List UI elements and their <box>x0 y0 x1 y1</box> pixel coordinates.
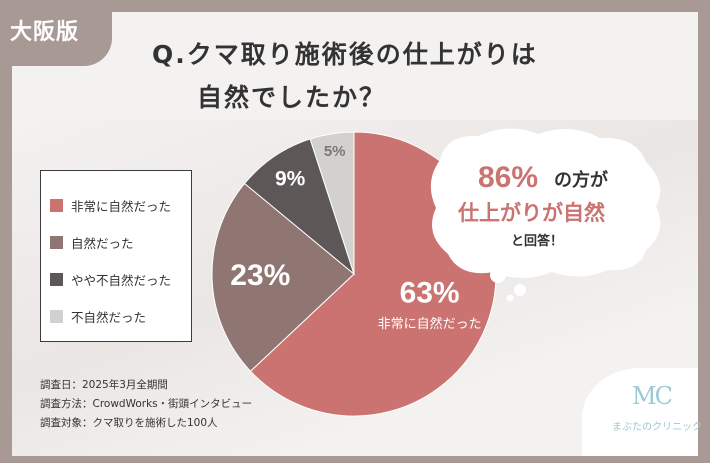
callout-bubble-shape <box>430 128 661 278</box>
callout-line3: と回答！ <box>511 233 563 249</box>
pie-slice <box>243 138 356 276</box>
pie-value-label: 5% <box>324 143 346 160</box>
legend-label: やや不自然だった <box>71 272 172 288</box>
survey-method: 調査方法：CrowdWorks・街頭インタビュー <box>40 398 253 410</box>
pie-slice <box>309 131 355 275</box>
clinic-logo: MC まぶたのクリニック <box>582 368 702 456</box>
legend-swatch <box>50 272 63 286</box>
legend-label: 不自然だった <box>71 309 147 325</box>
pie-value-label: 63% <box>400 277 460 310</box>
question-line-2: 自然でしたか？ <box>197 83 387 112</box>
legend-item: 不自然だった <box>50 306 146 326</box>
survey-target: 調査対象：クマ取りを施術した100人 <box>40 417 218 429</box>
question-line-1: Q.クマ取り施術後の仕上がりは <box>152 40 538 69</box>
legend: 非常に自然だった 自然だった やや不自然だった 不自然だった <box>40 170 192 342</box>
pie-value-label: 9% <box>275 168 306 191</box>
legend-label: 非常に自然だった <box>71 198 172 214</box>
callout-dot-large <box>490 267 506 283</box>
callout-line1-suffix: の方が <box>554 169 608 191</box>
logo-name: まぶたのクリニック <box>612 422 702 433</box>
callout-dot-small <box>506 294 514 302</box>
pie-slice <box>211 182 355 372</box>
callout-line2: 仕上がりが自然 <box>457 201 605 225</box>
callout-percent: 86% <box>478 161 538 194</box>
pie-inline-category-label: 非常に自然だった <box>378 316 482 332</box>
pie-labels: 63% 非常に自然だった 23% 9% 5% <box>230 143 481 332</box>
legend-swatch <box>50 309 63 323</box>
legend-item: 非常に自然だった <box>50 195 171 215</box>
callout-dot-medium <box>514 284 526 296</box>
legend-item: 自然だった <box>50 232 134 252</box>
region-badge: 大阪版 <box>0 0 112 66</box>
region-badge-label: 大阪版 <box>10 20 80 45</box>
legend-swatch <box>50 235 63 249</box>
logo-mark: MC <box>632 382 673 410</box>
pie-slices <box>211 131 497 417</box>
callout-bubble: 86% の方が 仕上がりが自然 と回答！ <box>430 128 661 302</box>
pie-value-label: 23% <box>230 259 290 292</box>
legend-label: 自然だった <box>71 235 134 251</box>
legend-item: やや不自然だった <box>50 269 171 289</box>
survey-date: 調査日：2025年3月全期間 <box>40 379 168 391</box>
legend-swatch <box>50 198 63 212</box>
